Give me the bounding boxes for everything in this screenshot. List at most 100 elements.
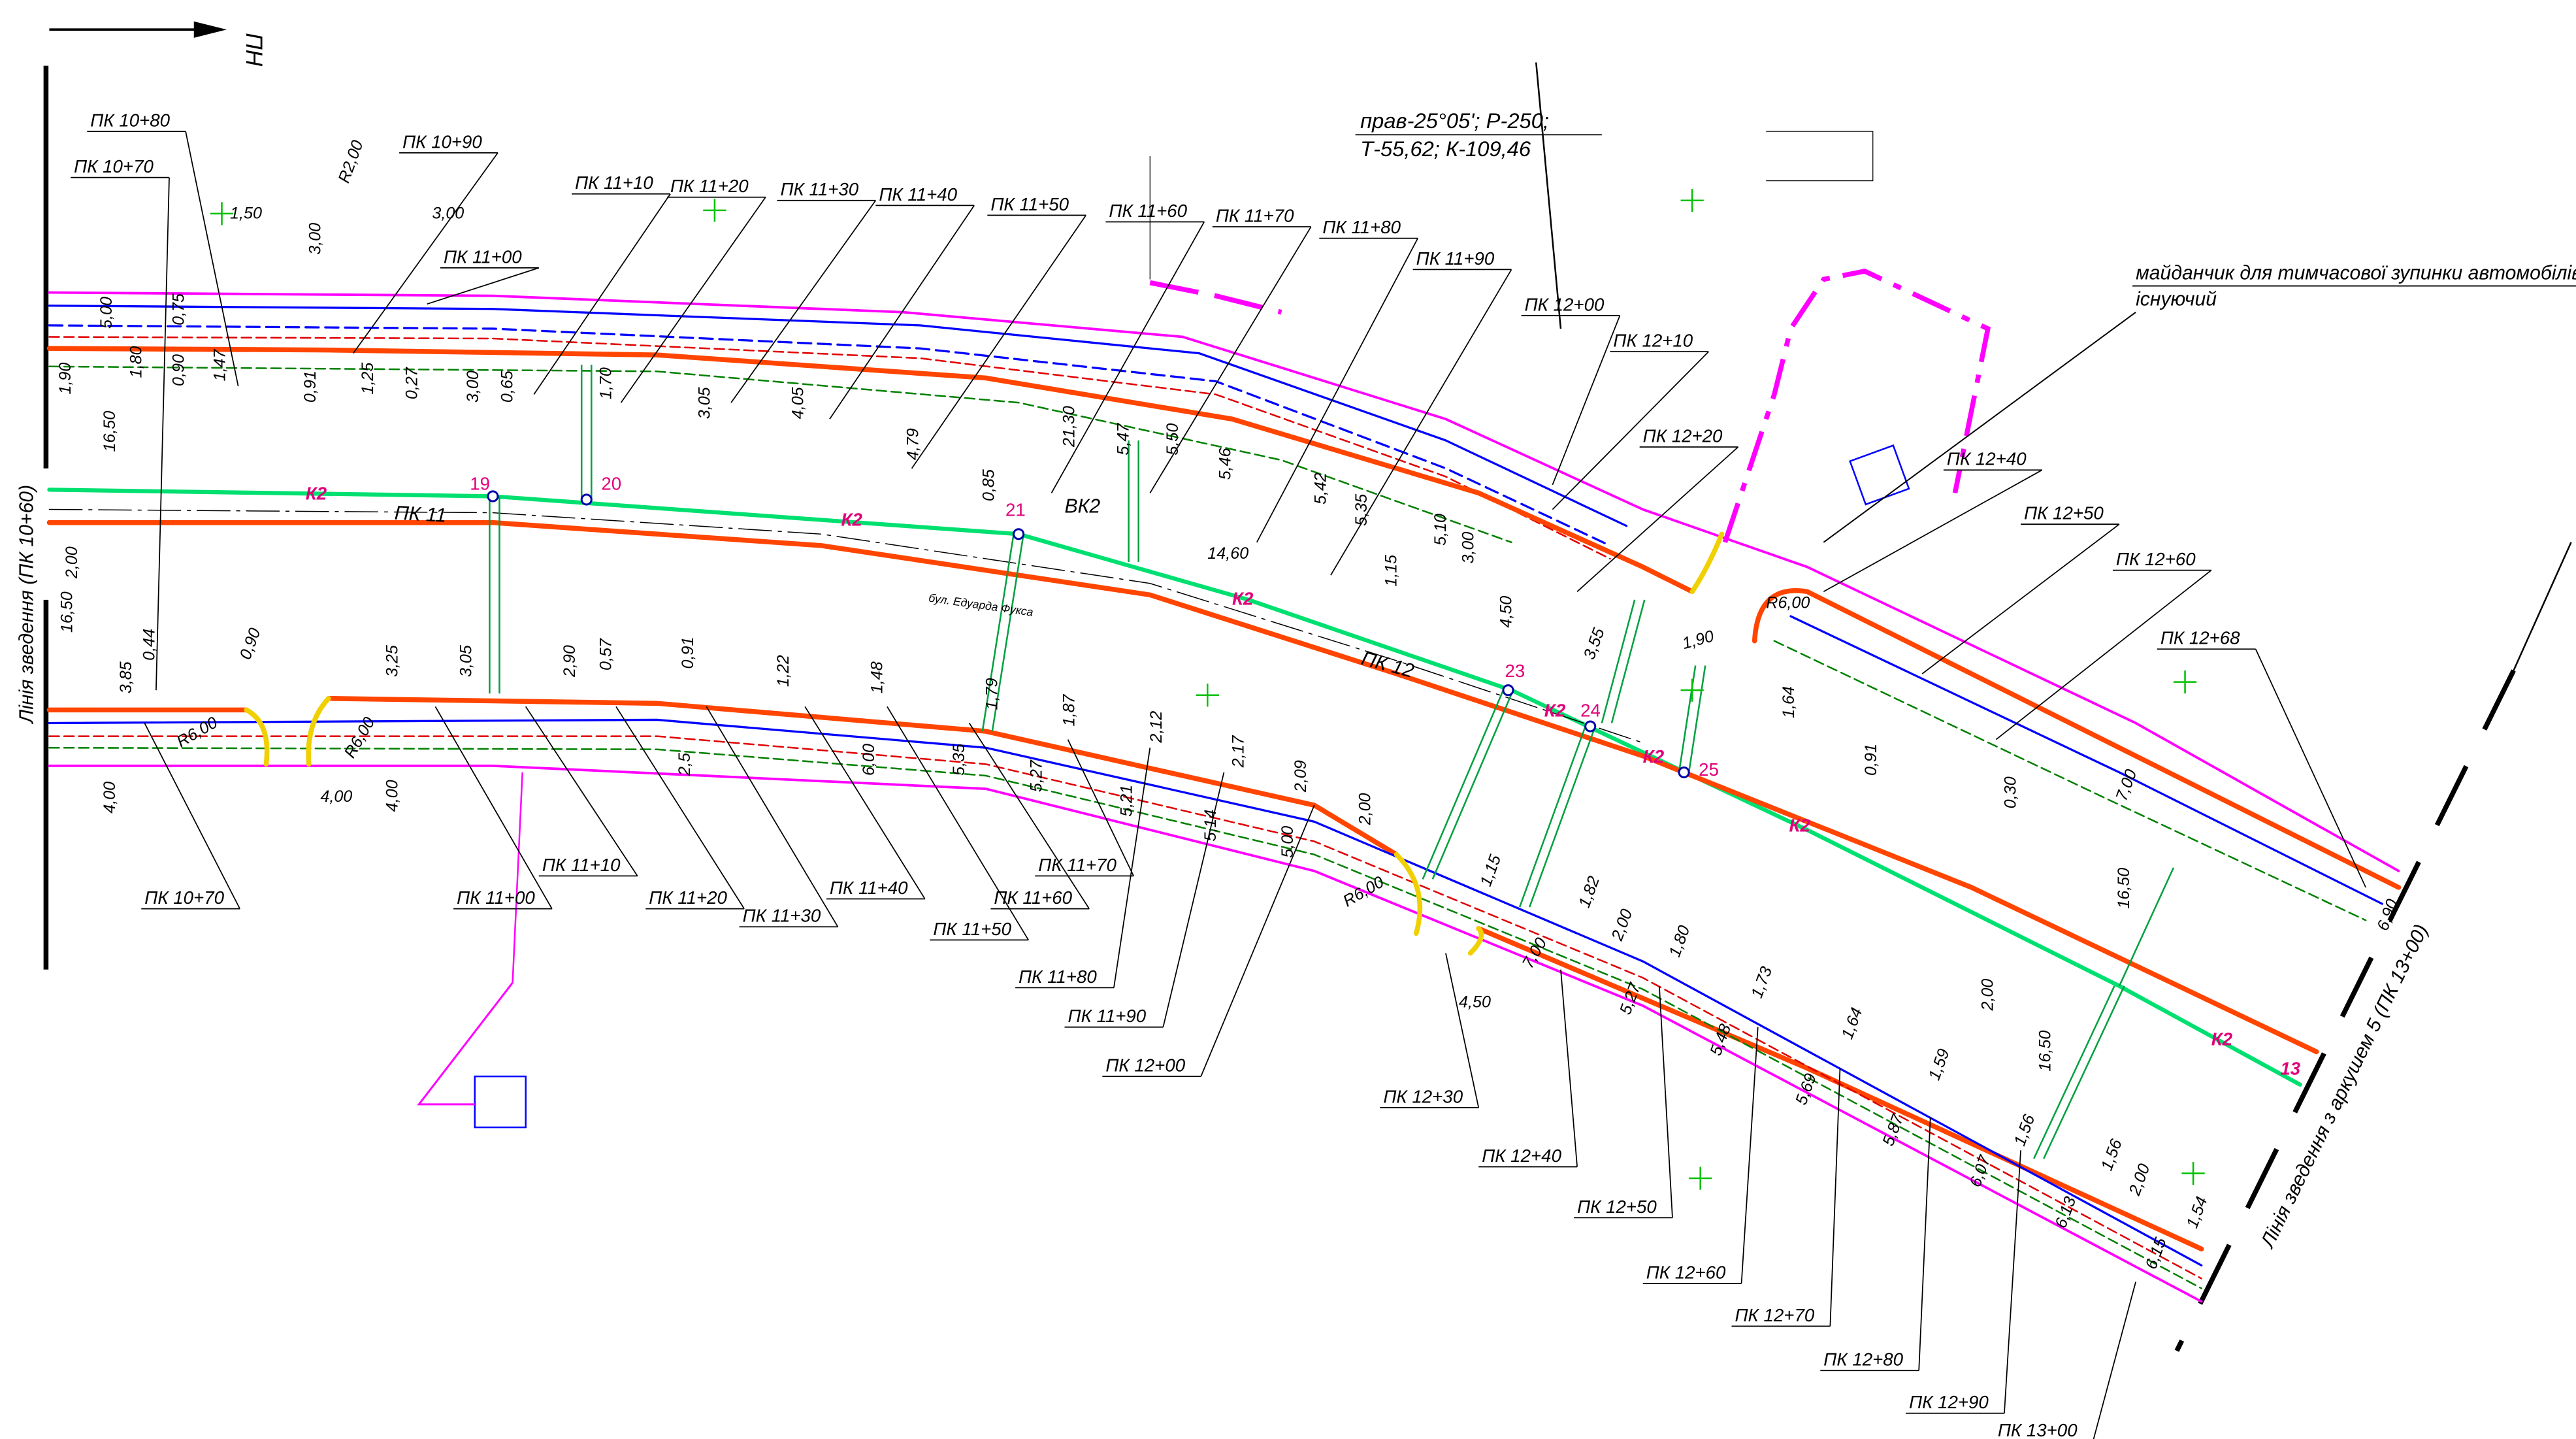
station-label: ПК 11+80 <box>1322 217 1401 237</box>
dimension: 0,27 <box>403 367 421 399</box>
north-arrow-head <box>193 21 227 38</box>
utility-line <box>1773 640 2367 921</box>
dimension: 1,48 <box>868 661 886 693</box>
dimension: 14,60 <box>1207 544 1248 563</box>
station-leader <box>1200 804 1315 1077</box>
network-label: К2 <box>306 483 327 503</box>
station-label: ПК 12+60 <box>2116 549 2196 569</box>
utility-line <box>48 305 1628 527</box>
parking-note: майданчик для тимчасової зупинки автомоб… <box>2136 262 2576 284</box>
dimension: 5,00 <box>97 297 116 329</box>
station-label: ПК 11+60 <box>994 887 1072 908</box>
station-leader <box>1576 446 1739 592</box>
station-leader <box>144 723 240 910</box>
station-leader <box>968 722 1090 910</box>
dimension: 5,10 <box>1431 514 1450 546</box>
road-edge <box>48 764 2203 1303</box>
station-leader <box>533 193 671 395</box>
curb <box>46 346 1695 595</box>
dimension: 2,00 <box>1356 793 1374 825</box>
utility-line <box>48 718 2203 1266</box>
station-label: ПК 11+40 <box>879 184 957 205</box>
dimension: 3,00 <box>1459 532 1478 564</box>
curve-note: прав-25°05'; Р-250; <box>1360 108 1549 133</box>
well <box>487 490 499 503</box>
well-number: 20 <box>601 473 621 493</box>
dimension: 4,05 <box>789 386 807 419</box>
curb <box>1804 589 2402 890</box>
well <box>580 493 593 506</box>
network-label: К2 <box>2211 1029 2233 1049</box>
station-label: ПК 12+30 <box>1383 1086 1463 1106</box>
curb-return <box>1689 531 1725 595</box>
station-label: ПК 10+70 <box>74 156 154 176</box>
utility-line <box>48 365 1512 544</box>
dimension: 1,15 <box>1382 554 1400 587</box>
network-label: К2 <box>1643 746 1665 767</box>
curve-note: Т-55,62; К-109,46 <box>1360 137 1531 161</box>
station-leader <box>829 205 975 420</box>
dimension: 1,50 <box>230 204 262 222</box>
utility-line <box>48 324 1612 547</box>
station-leader <box>1330 269 1512 576</box>
station-leader <box>434 706 553 910</box>
station-label: ПК 12+40 <box>1947 449 2027 469</box>
dimension: 5,47 <box>1115 423 1133 455</box>
well <box>1678 766 1690 778</box>
station-label: ПК 11+50 <box>933 919 1011 939</box>
station-label: ПК 11+80 <box>1019 967 1097 987</box>
dimension: 3,05 <box>457 644 476 677</box>
dimension: 3,25 <box>383 644 402 677</box>
dimension: 1,70 <box>596 367 615 399</box>
dimension: 3,05 <box>695 386 713 419</box>
well <box>1502 684 1514 697</box>
dimension: 1,87 <box>1060 694 1079 727</box>
dimension: 4,00 <box>320 787 352 806</box>
station-leader <box>911 214 1086 469</box>
station-leader <box>185 131 239 387</box>
parking-outline <box>1722 268 1991 544</box>
dimension: 5,27 <box>1027 759 1045 792</box>
dimension: 1,90 <box>56 363 74 395</box>
station-label: ПК 11+30 <box>780 179 858 199</box>
leader <box>1535 62 1562 329</box>
station-label: ПК 12+10 <box>1613 331 1693 351</box>
station-label: ПК 10+70 <box>144 887 224 908</box>
dimension: 5,46 <box>1216 448 1235 480</box>
station-leader <box>155 177 170 691</box>
dimension: 5,35 <box>950 743 968 776</box>
station-leader <box>1560 969 1578 1167</box>
axis-label: ВК2 <box>1065 496 1101 518</box>
dimension: 0,57 <box>596 638 615 670</box>
station-label: ПК 12+50 <box>2024 503 2104 523</box>
dimension: 16,50 <box>101 411 119 452</box>
station-label: ПК 11+00 <box>457 887 535 908</box>
dimension: 1,25 <box>359 362 377 395</box>
building <box>1849 444 1910 506</box>
well-number: 25 <box>1699 759 1719 780</box>
dimension: 2,00 <box>63 546 81 579</box>
dimension: 5,21 <box>1118 785 1136 817</box>
station-label: ПК 11+60 <box>1109 201 1187 221</box>
station-leader <box>804 706 926 900</box>
dimension: R6,00 <box>1766 593 1810 612</box>
station-leader <box>730 200 877 403</box>
station-leader <box>1067 739 1134 876</box>
dimension: 4,50 <box>1459 993 1491 1012</box>
dimension: 3,00 <box>464 371 482 403</box>
station-leader <box>1823 469 2043 593</box>
station-leader <box>1256 238 1418 543</box>
station-leader <box>1552 351 1709 510</box>
dimension: 5,35 <box>1352 493 1371 526</box>
station-leader <box>1162 772 1225 1027</box>
station-label: ПК 12+20 <box>1643 425 1723 446</box>
dimension: 0,91 <box>301 371 319 403</box>
station-label: ПК 12+68 <box>2160 628 2240 648</box>
cable <box>512 772 523 983</box>
station-label: ПК 11+30 <box>743 906 821 926</box>
leader <box>1823 311 2136 543</box>
station-label: ПК 13+00 <box>1998 1420 2078 1439</box>
curb-return <box>244 707 270 767</box>
dimension: 16,50 <box>2036 1031 2054 1072</box>
